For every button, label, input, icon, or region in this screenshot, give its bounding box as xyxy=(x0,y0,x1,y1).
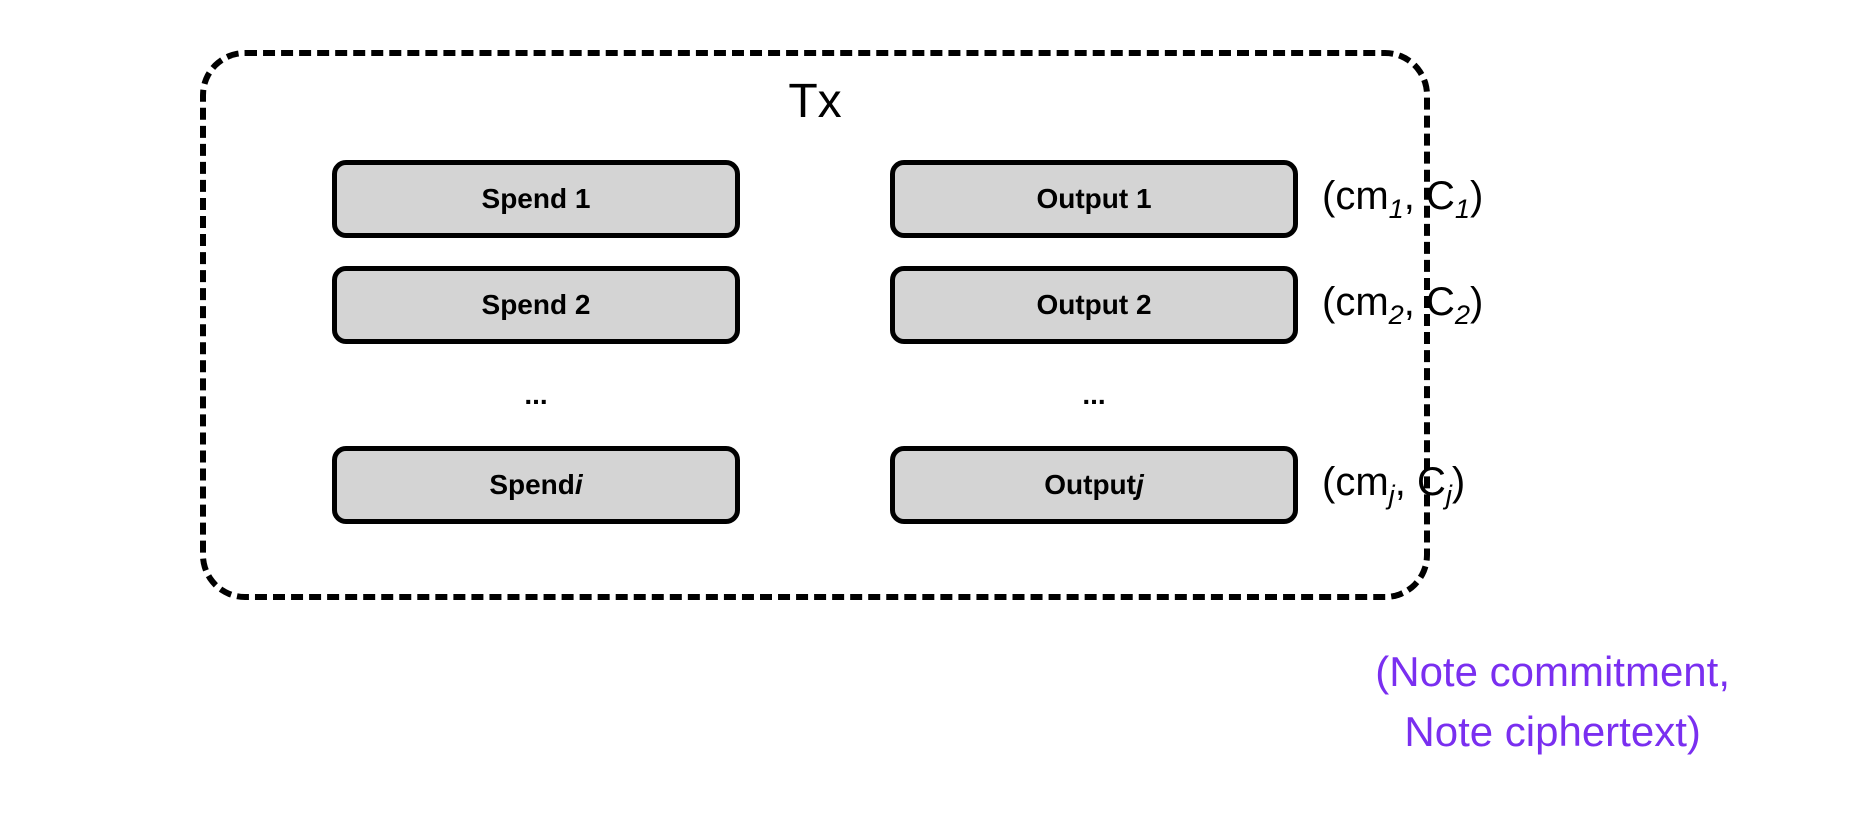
output-box: Output 2 xyxy=(890,266,1298,344)
output-box: Output j xyxy=(890,446,1298,524)
note-line-1: (Note commitment, xyxy=(1375,648,1730,696)
output-annotation: (cm1, C1) xyxy=(1322,174,1483,225)
note-caption: (Note commitment, Note ciphertext) xyxy=(1375,648,1730,756)
spend-box: Spend i xyxy=(332,446,740,524)
spend-box: Spend 1 xyxy=(332,160,740,238)
output-box: Output 1 xyxy=(890,160,1298,238)
spend-box: Spend 2 xyxy=(332,266,740,344)
spend-ellipsis: ... xyxy=(332,372,740,418)
output-annotation: (cmj, Cj) xyxy=(1322,460,1465,511)
tx-title: Tx xyxy=(788,74,841,129)
output-ellipsis: ... xyxy=(890,372,1298,418)
spends-column: Spend 1 Spend 2... Spend i xyxy=(332,160,740,524)
tx-dashed-container: Tx Spend 1Spend 2...Spend i Output 1Outp… xyxy=(200,50,1430,600)
note-line-2: Note ciphertext) xyxy=(1375,708,1730,756)
output-annotation: (cm2, C2) xyxy=(1322,280,1483,331)
outputs-column: Output 1 Output 2... Output j xyxy=(890,160,1298,524)
columns-wrapper: Spend 1Spend 2...Spend i Output 1Output … xyxy=(206,160,1424,524)
